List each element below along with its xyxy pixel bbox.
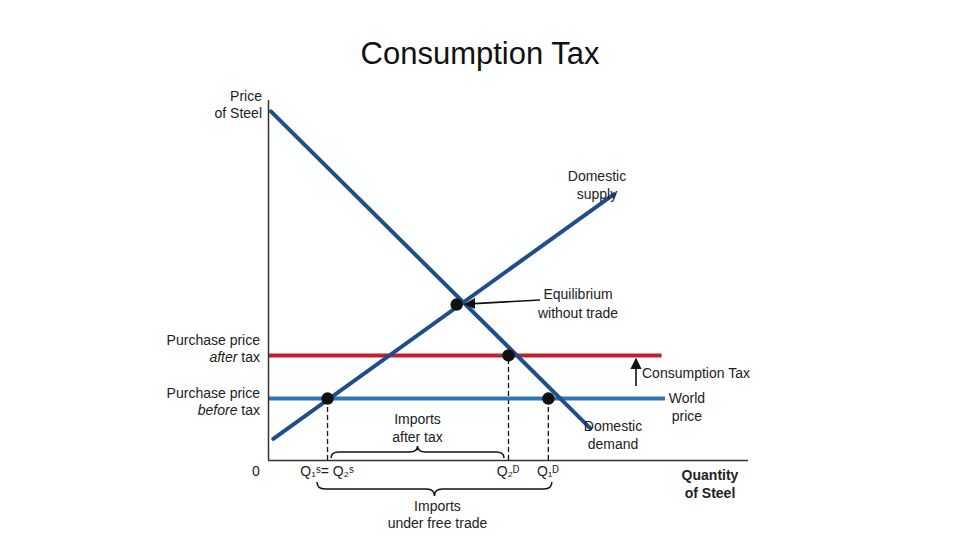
svg-text:Q₁ᴰ: Q₁ᴰ: [537, 463, 559, 479]
svg-text:Purchase pricebefore tax: Purchase pricebefore tax: [167, 385, 261, 418]
svg-text:Consumption Tax: Consumption Tax: [361, 36, 600, 71]
svg-text:Importsafter tax: Importsafter tax: [392, 411, 443, 445]
svg-text:Domesticsupply: Domesticsupply: [568, 168, 626, 202]
svg-text:Worldprice: Worldprice: [669, 390, 705, 424]
svg-text:Q₁ˢ= Q₂ˢ: Q₁ˢ= Q₂ˢ: [300, 463, 354, 479]
svg-text:Quantityof Steel: Quantityof Steel: [682, 467, 739, 501]
svg-text:Consumption Tax: Consumption Tax: [642, 365, 750, 381]
svg-text:0: 0: [252, 463, 260, 479]
svg-text:Q₂ᴰ: Q₂ᴰ: [497, 463, 520, 479]
svg-text:Importsunder free trade: Importsunder free trade: [388, 498, 488, 531]
svg-text:Purchase priceafter tax: Purchase priceafter tax: [167, 332, 261, 365]
svg-text:Domesticdemand: Domesticdemand: [584, 418, 642, 452]
svg-text:Equilibriumwithout trade: Equilibriumwithout trade: [537, 286, 618, 321]
svg-text:Priceof Steel: Priceof Steel: [215, 88, 263, 121]
